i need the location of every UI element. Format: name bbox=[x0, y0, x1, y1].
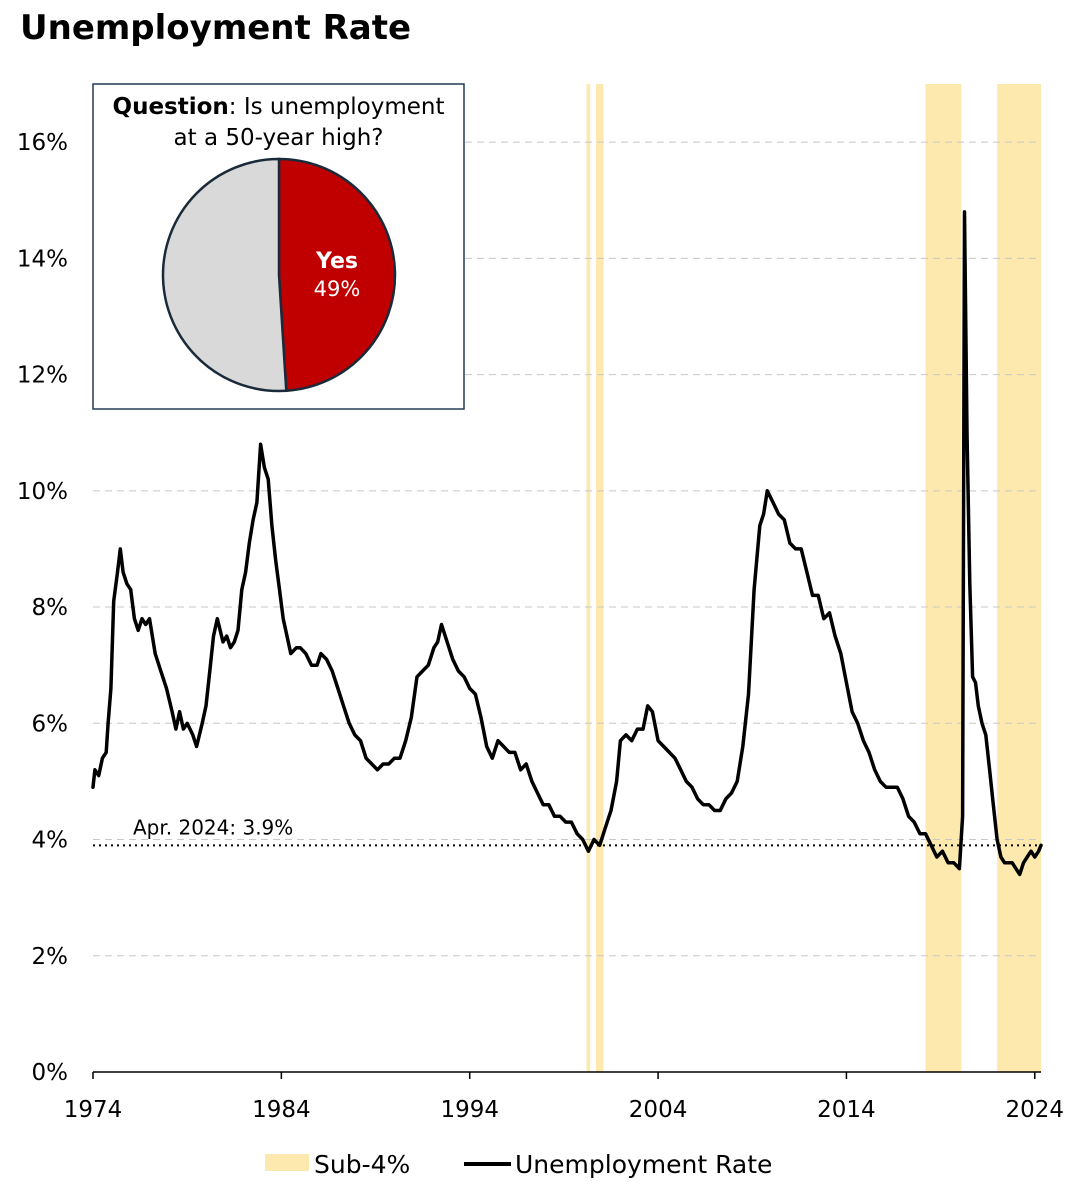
legend-unemployment-label: Unemployment Rate bbox=[515, 1150, 772, 1179]
chart-title: Unemployment Rate bbox=[20, 8, 412, 48]
inset-question-rest: : Is unemployment bbox=[229, 94, 445, 120]
pie-slice-yes bbox=[277, 157, 397, 393]
legend-sub-4-label: Sub-4% bbox=[314, 1150, 410, 1179]
pie-yes-label: Yes bbox=[315, 249, 358, 274]
x-tick-label: 1994 bbox=[440, 1097, 499, 1123]
y-tick-label: 2% bbox=[32, 944, 69, 970]
y-tick-label: 8% bbox=[32, 595, 69, 621]
sub-4-shading-layer bbox=[586, 84, 1041, 1072]
x-tick-label: 2024 bbox=[1006, 1097, 1065, 1123]
unemployment-rate-line bbox=[91, 210, 1043, 877]
x-tick-label: 1984 bbox=[252, 1097, 311, 1123]
y-tick-label: 12% bbox=[17, 363, 68, 389]
poll-inset: Question: Is unemployment at a 50-year h… bbox=[92, 83, 465, 410]
y-tick-label: 16% bbox=[17, 130, 68, 156]
reference-annotation: Apr. 2024: 3.9% bbox=[133, 815, 293, 839]
inset-question: Question: Is unemployment bbox=[113, 94, 445, 120]
sub-4-band-3 bbox=[997, 84, 1041, 1072]
sub-4-band-1 bbox=[595, 84, 604, 1072]
y-tick-label: 0% bbox=[32, 1060, 69, 1086]
y-axis-tick-labels: 0% 2% 4% 6% 8% 10% 12% 14% 16% bbox=[17, 130, 68, 1086]
pie-slice-other bbox=[161, 157, 288, 393]
x-tick-label: 2014 bbox=[817, 1097, 876, 1123]
y-tick-label: 14% bbox=[17, 246, 68, 272]
legend-sub-4-swatch bbox=[265, 1154, 309, 1171]
y-tick-label: 10% bbox=[17, 479, 68, 505]
x-axis-tick-labels: 1974 1984 1994 2004 2014 2024 bbox=[64, 1072, 1064, 1123]
inset-question-line2: at a 50-year high? bbox=[174, 125, 384, 151]
x-tick-label: 1974 bbox=[64, 1097, 123, 1123]
pie-chart bbox=[161, 157, 397, 393]
y-tick-label: 4% bbox=[32, 828, 69, 854]
x-tick-label: 2004 bbox=[629, 1097, 688, 1123]
inset-question-bold: Question bbox=[113, 94, 229, 120]
legend: Sub-4% Unemployment Rate bbox=[265, 1150, 772, 1179]
sub-4-band-2 bbox=[925, 84, 962, 1072]
sub-4-band-0 bbox=[586, 84, 591, 1072]
pie-yes-value: 49% bbox=[314, 277, 361, 301]
y-tick-label: 6% bbox=[32, 711, 69, 737]
